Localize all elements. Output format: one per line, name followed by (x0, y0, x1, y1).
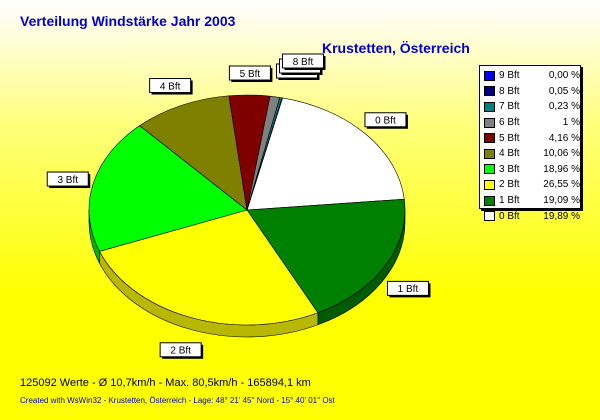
legend-label: 9 Bft (499, 70, 520, 82)
label-text: 4 Bft (160, 81, 181, 92)
slice-label-0-bft: 0 Bft (364, 112, 408, 129)
legend-percent: 0,05 % (548, 85, 580, 97)
legend-label: 7 Bft (499, 101, 520, 113)
legend-item-6-bft: 6 Bft 1 % (484, 115, 580, 131)
chart-title: Verteilung Windstärke Jahr 2003 (20, 13, 236, 29)
label-text: 3 Bft (57, 175, 78, 186)
label-box (386, 280, 429, 296)
legend-percent: 4,16 % (548, 132, 580, 144)
legend-item-4-bft: 4 Bft 10,06 % (484, 146, 580, 162)
label-box (159, 342, 202, 358)
slice-label-5-bft: 5 Bft (228, 65, 273, 83)
legend-swatch (484, 195, 495, 206)
legend-percent: 1 % (562, 117, 580, 129)
label-box (364, 112, 407, 128)
legend-label: 2 Bft (499, 179, 520, 191)
legend-item-1-bft: 1 Bft 19,09 % (484, 193, 580, 209)
slice-2-bft (99, 209, 319, 326)
legend-label: 5 Bft (499, 132, 520, 144)
slice-label-2-bft: 2 Bft (159, 342, 204, 359)
legend-percent: 0,00 % (548, 70, 580, 82)
legend-percent: 26,55 % (543, 179, 580, 191)
credit-line: Created with WsWin32 - Krustetten, Öster… (20, 396, 335, 405)
location-subtitle: Krustetten, Österreich (322, 40, 470, 56)
legend-swatch (484, 164, 495, 175)
chart-legend: 9 Bft 0,00 % 8 Bft 0,05 % 7 Bft 0,23 % 6 Bft 1 … (479, 65, 581, 222)
legend-item-2-bft: 2 Bft 26,55 % (484, 177, 580, 193)
label-box (282, 53, 324, 69)
legend-swatch (484, 101, 495, 112)
label-box (46, 171, 89, 187)
slice-label-1-bft: 1 Bft (386, 280, 431, 298)
legend-percent: 0,23 % (548, 101, 580, 113)
slice-1-bft (246, 198, 406, 314)
legend-item-8-bft: 8 Bft 0,05 % (484, 84, 580, 100)
pie-slices (88, 94, 406, 338)
legend-percent: 10,06 % (543, 148, 580, 160)
legend-swatch (484, 148, 495, 159)
slice-0-bft (246, 97, 405, 211)
label-text: 5 Bft (240, 69, 261, 80)
legend-percent: 19,09 % (543, 195, 580, 207)
label-text: 2 Bft (170, 346, 191, 357)
legend-label: 4 Bft (499, 148, 520, 160)
legend-label: 8 Bft (499, 85, 520, 97)
slice-8-bft (246, 97, 283, 211)
legend-swatch (484, 86, 495, 97)
label-text: 0 Bft (375, 116, 396, 127)
legend-item-9-bft: 9 Bft 0,00 % (484, 68, 580, 84)
legend-label: 0 Bft (499, 210, 520, 222)
legend-swatch (484, 133, 495, 144)
label-text: 8 Bft (293, 57, 314, 68)
legend-label: 1 Bft (499, 195, 520, 207)
legend-item-3-bft: 3 Bft 18,96 % (484, 162, 580, 178)
legend-swatch (484, 117, 495, 128)
label-text: 1 Bft (398, 284, 419, 295)
legend-swatch (484, 211, 495, 222)
statistics-summary: 125092 Werte - Ø 10,7km/h - Max. 80,5km/… (20, 377, 311, 389)
label-box (228, 65, 271, 81)
slice-3-bft (88, 125, 248, 252)
label-box (149, 78, 192, 94)
legend-label: 3 Bft (499, 163, 520, 175)
legend-percent: 19,89 % (543, 210, 580, 222)
legend-swatch (484, 179, 495, 190)
slice-4-bft (139, 95, 248, 211)
legend-item-5-bft: 5 Bft 4,16 % (484, 130, 580, 146)
legend-swatch (484, 70, 495, 81)
slice-label-3-bft: 3 Bft (46, 171, 91, 189)
legend-item-0-bft: 0 Bft 19,89 % (484, 208, 580, 224)
legend-item-7-bft: 7 Bft 0,23 % (484, 99, 580, 115)
legend-label: 6 Bft (499, 117, 520, 129)
legend-percent: 18,96 % (543, 163, 580, 175)
slice-label-8-bft: 8 Bft (282, 53, 326, 70)
slice-label-4-bft: 4 Bft (149, 78, 193, 95)
